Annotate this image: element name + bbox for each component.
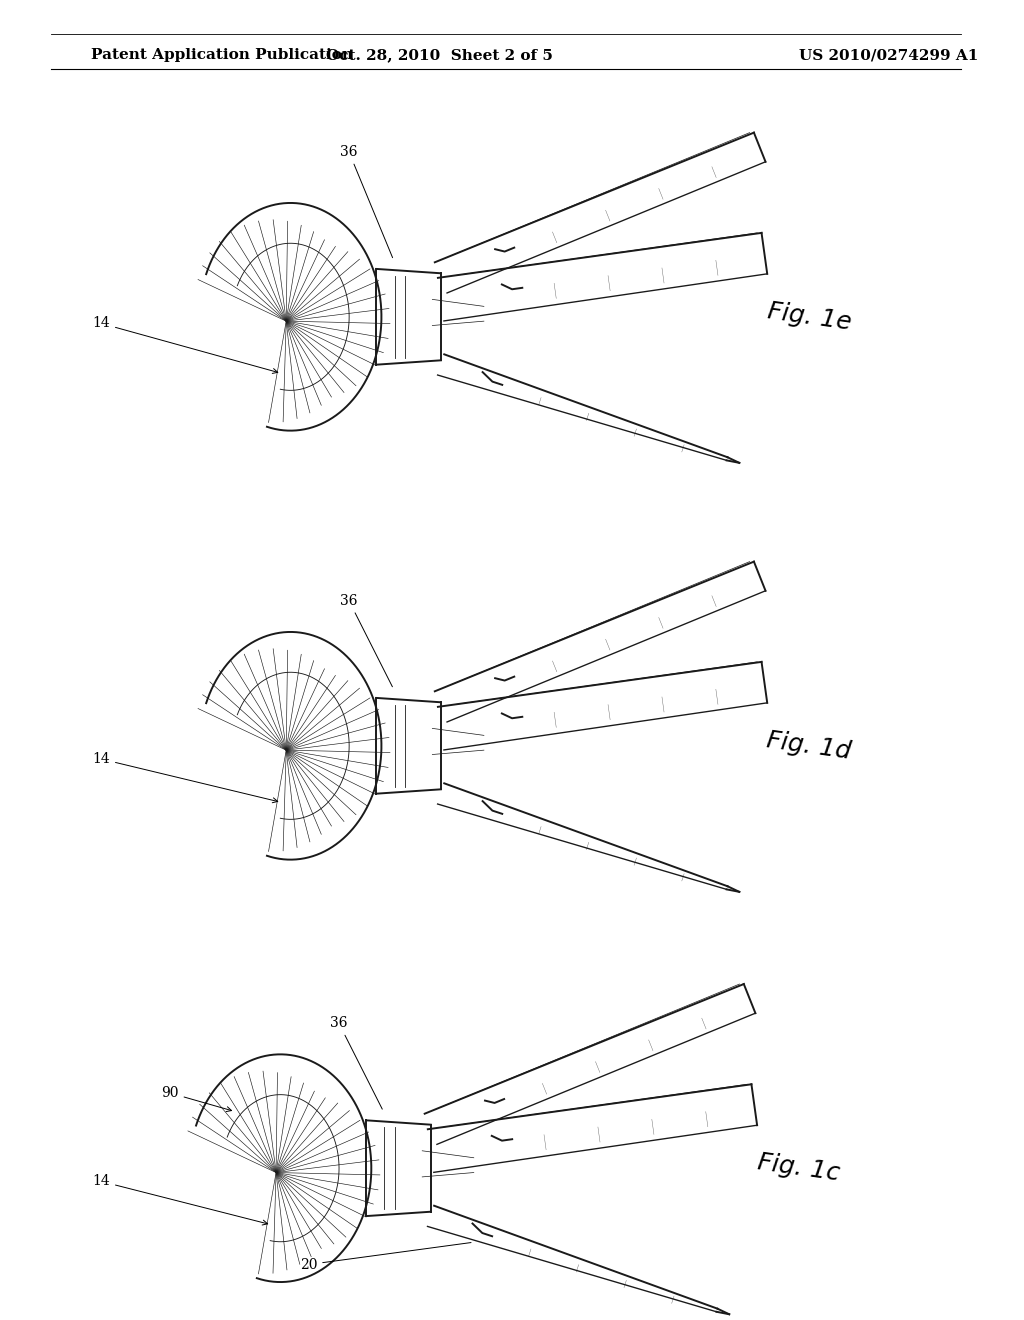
Text: Fig. 1d: Fig. 1d [765,729,853,763]
Text: 14: 14 [92,317,278,374]
Text: 36: 36 [330,1016,382,1109]
Text: 20: 20 [300,1242,471,1271]
Text: 36: 36 [340,594,392,686]
Text: US 2010/0274299 A1: US 2010/0274299 A1 [799,49,978,62]
Text: Oct. 28, 2010  Sheet 2 of 5: Oct. 28, 2010 Sheet 2 of 5 [327,49,553,62]
Text: 14: 14 [92,752,278,803]
Text: 90: 90 [161,1086,231,1111]
Text: Fig. 1e: Fig. 1e [766,300,853,334]
Text: 36: 36 [340,145,392,257]
Text: Fig. 1c: Fig. 1c [756,1151,842,1185]
Text: 14: 14 [92,1175,267,1225]
Text: Patent Application Publication: Patent Application Publication [91,49,353,62]
